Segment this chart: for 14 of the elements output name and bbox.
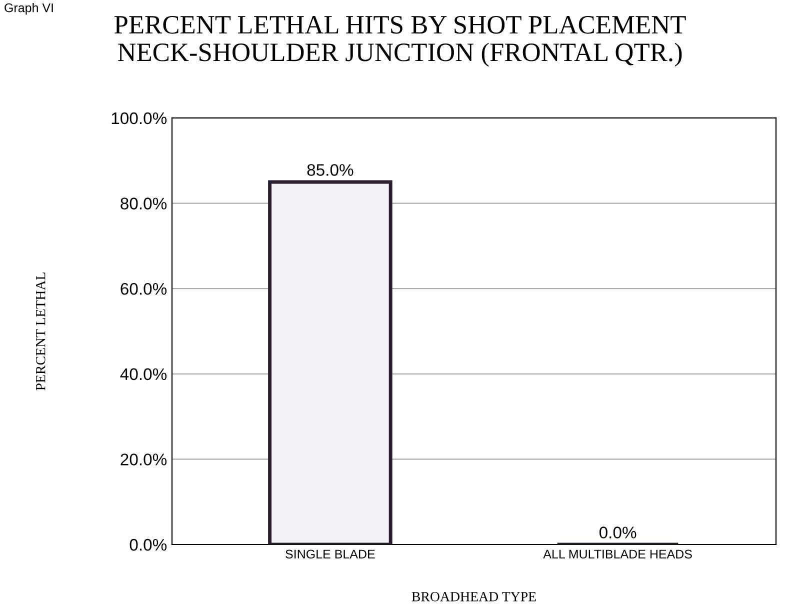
- y-axis-title: PERCENT LETHAL: [36, 272, 46, 390]
- y-tick-label: 20.0%: [120, 454, 167, 466]
- y-tick-label: 40.0%: [120, 368, 167, 380]
- x-tick-label: SINGLE BLADE: [286, 550, 375, 559]
- x-tick-label: ALL MULTIBLADE HEADS: [543, 550, 692, 559]
- data-label: 85.0%: [307, 164, 354, 176]
- y-tick-label: 60.0%: [120, 282, 167, 295]
- y-tick-label: 100.0%: [112, 112, 167, 124]
- x-axis-title: BROADHEAD TYPE: [412, 592, 536, 602]
- y-tick-label: 0.0%: [130, 538, 167, 551]
- y-tick-label: 80.0%: [120, 198, 167, 210]
- data-label: 0.0%: [599, 526, 636, 538]
- chart-title: PERCENT LETHAL HITS BY SHOT PLACEMENT NECK-SHOULDER JUNCTION (FRONTAL QTR.): [114, 16, 686, 67]
- text: Graph VI: [4, 3, 53, 15]
